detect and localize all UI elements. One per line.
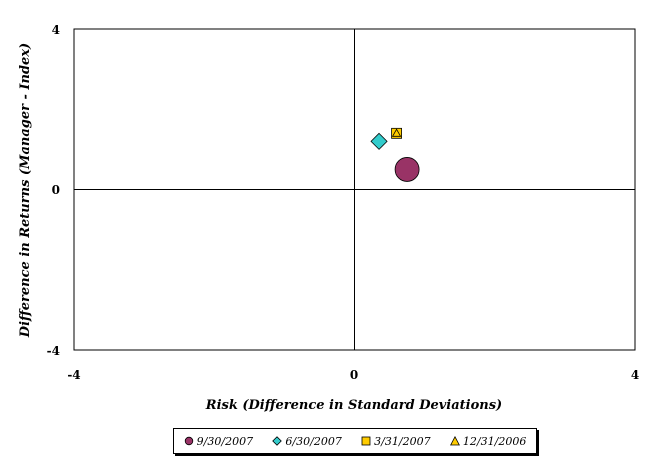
y-tick-bottom: -4 <box>47 344 60 358</box>
legend-item-2: 3/31/2007 <box>361 434 431 448</box>
point-circle-0 <box>394 157 420 182</box>
legend-label-2: 3/31/2007 <box>374 434 431 448</box>
scatter-chart: 4 0 -4 -4 0 4 Risk (Difference in Standa… <box>18 23 639 413</box>
legend-item-3: 12/31/2006 <box>449 434 527 448</box>
x-tick-right: 4 <box>631 368 639 382</box>
legend-label-3: 12/31/2006 <box>462 434 527 448</box>
data-points <box>370 127 420 182</box>
legend-marker-triangle <box>449 436 460 446</box>
y-tick-mid: 0 <box>52 183 60 197</box>
legend-marker-diamond <box>272 436 283 446</box>
x-tick-left: -4 <box>67 368 80 382</box>
x-tick-mid: 0 <box>350 368 358 382</box>
point-triangle-3 <box>391 128 402 137</box>
legend-item-0: 9/30/2007 <box>184 435 253 448</box>
x-axis-label: Risk (Difference in Standard Deviations) <box>205 398 502 413</box>
legend-label-1: 6/30/2007 <box>285 434 342 448</box>
legend-marker-circle <box>184 436 193 446</box>
y-axis-label: Difference in Returns (Manager - Index) <box>18 43 33 338</box>
legend: 9/30/2007 6/30/2007 3/31/2007 12/31/2006 <box>173 428 537 454</box>
y-tick-top: 4 <box>52 23 60 37</box>
point-diamond-1 <box>370 132 388 150</box>
legend-item-1: 6/30/2007 <box>272 434 342 448</box>
legend-label-0: 9/30/2007 <box>196 434 254 448</box>
legend-marker-square <box>361 436 371 446</box>
